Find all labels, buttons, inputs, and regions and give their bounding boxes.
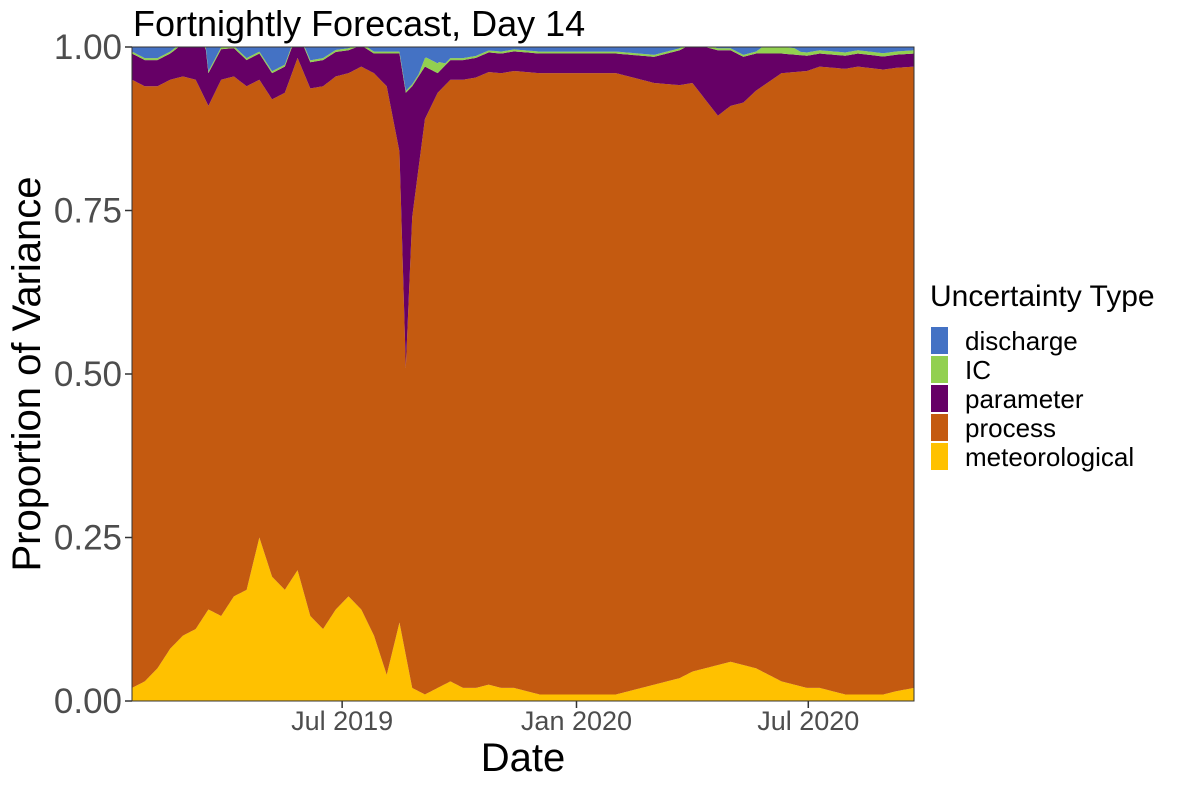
legend-label-process: process bbox=[965, 413, 1056, 443]
legend-title: Uncertainty Type bbox=[930, 280, 1155, 313]
legend-label-ic: IC bbox=[965, 355, 991, 385]
y-axis: 0.00 0.25 0.50 0.75 1.00 bbox=[54, 28, 132, 721]
y-tick-label: 0.25 bbox=[54, 519, 122, 558]
y-tick-label: 1.00 bbox=[54, 28, 122, 67]
y-tick-label: 0.00 bbox=[54, 682, 122, 721]
legend: Uncertainty Type dischargeICparameterpro… bbox=[930, 280, 1155, 472]
plot-area bbox=[132, 47, 914, 701]
legend-swatch-meteorological bbox=[931, 443, 948, 470]
y-axis-title: Proportion of Variance bbox=[5, 176, 49, 571]
x-tick-label: Jul 2019 bbox=[291, 706, 393, 736]
chart-title: Fortnightly Forecast, Day 14 bbox=[133, 3, 585, 44]
legend-swatch-ic bbox=[931, 356, 948, 383]
legend-label-parameter: parameter bbox=[965, 384, 1084, 414]
legend-swatch-discharge bbox=[931, 327, 948, 354]
area-meteorological bbox=[132, 537, 914, 701]
area-discharge bbox=[132, 47, 914, 91]
legend-label-discharge: discharge bbox=[965, 326, 1078, 356]
y-tick-label: 0.75 bbox=[54, 192, 122, 231]
x-axis-title: Date bbox=[481, 736, 566, 780]
x-tick-label: Jan 2020 bbox=[521, 706, 632, 736]
x-axis: Jul 2019 Jan 2020 Jul 2020 bbox=[291, 701, 859, 736]
area-parameter bbox=[132, 47, 914, 368]
y-tick-label: 0.50 bbox=[54, 355, 122, 394]
x-tick-label: Jul 2020 bbox=[757, 706, 859, 736]
legend-swatch-parameter bbox=[931, 385, 948, 412]
legend-label-meteorological: meteorological bbox=[965, 442, 1134, 472]
legend-swatch-process bbox=[931, 414, 948, 441]
area-process bbox=[132, 57, 914, 695]
